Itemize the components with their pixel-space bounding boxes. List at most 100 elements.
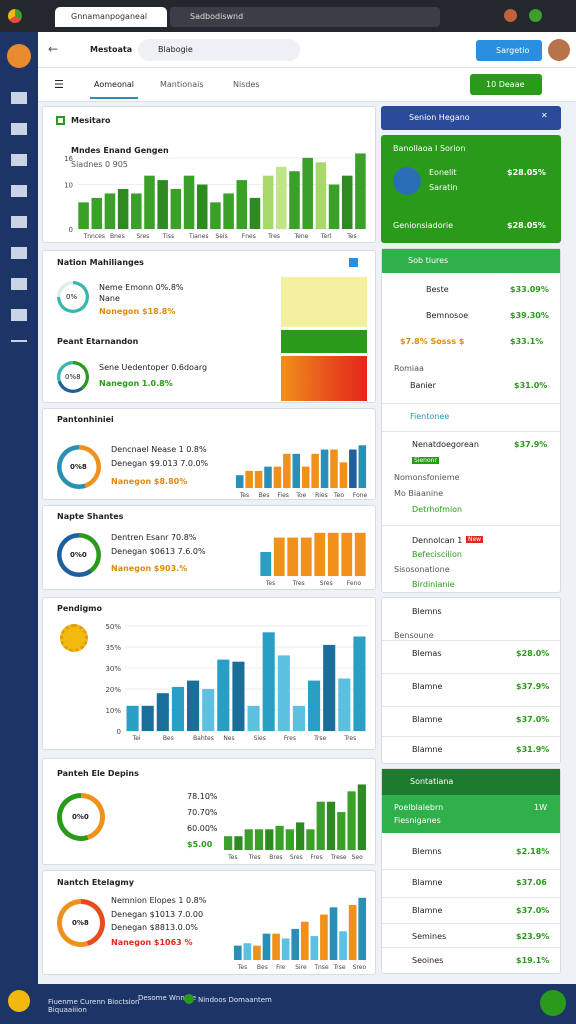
bar [353, 636, 366, 731]
x-tick-label: Tianes [188, 233, 208, 240]
tab[interactable]: Gnnamanpoganeal [55, 7, 167, 27]
list-row[interactable]: Blemas $28.0% [382, 640, 560, 664]
x-tick-label: Tes [239, 492, 249, 499]
footer-text: Fiuenme Curenn Bioctsion Biquaaiiion [48, 998, 140, 1014]
bar [329, 907, 338, 960]
list-row[interactable]: Dennolcan 1 New Befeciscilion Sisosonati… [382, 525, 560, 591]
button-label: 10 Deaae [486, 80, 525, 89]
tab[interactable]: Sadbodiswnd [170, 7, 440, 27]
x-tick-label: Fies [277, 492, 289, 499]
x-tick-label: Fre [276, 964, 285, 971]
list-row[interactable]: Blemns $2.18% [382, 839, 560, 863]
back[interactable]: ← [48, 42, 59, 56]
x-tick-label: Sres [136, 233, 149, 240]
tabs-row: ☰ Aomeonal Mantionais Nisdes 10 Deaae [38, 68, 576, 102]
list-row[interactable]: Blamne $37.0% [382, 897, 560, 921]
bar [264, 466, 272, 488]
x-tick-label: Tes [265, 580, 275, 587]
nav-tab[interactable]: Nisdes [233, 80, 260, 89]
action-button[interactable]: Sargetio [476, 40, 542, 61]
bar [157, 180, 168, 229]
close[interactable]: ✕ [541, 111, 548, 120]
x-tick-label: Fone [353, 492, 368, 499]
bar [91, 197, 103, 229]
donut-label: 0% [66, 293, 78, 301]
list-row[interactable]: $7.8% Sosss $ $33.1% [382, 329, 560, 353]
x-tick-label: Tres [343, 735, 356, 742]
y-tick-label: 0 [69, 226, 73, 234]
avatar[interactable] [504, 9, 517, 22]
x-tick-label: Trse [333, 964, 346, 971]
list-title: Fientonee [410, 412, 450, 421]
line: Denegan $8813.0.0% [111, 923, 198, 932]
stat: 60.00% [187, 824, 218, 833]
bar [254, 470, 263, 488]
bar [183, 175, 195, 229]
x-tick-label: Trse [313, 735, 326, 742]
bar [330, 449, 338, 488]
row-value: $31.0% [514, 381, 548, 390]
list-subheader: Poelblalebrn 1W Fiesniganes [382, 795, 560, 833]
address-box[interactable]: Blabogie [138, 39, 300, 61]
list-row[interactable]: Fientonee [382, 403, 560, 427]
bar [243, 943, 252, 960]
ext[interactable] [529, 9, 542, 22]
menu[interactable]: ☰ [54, 78, 64, 91]
list-row[interactable]: Semines $23.9% [382, 923, 560, 947]
help[interactable] [8, 990, 30, 1012]
action-label: Sargetio [496, 46, 530, 55]
bar [302, 157, 313, 229]
bar [126, 705, 139, 731]
chat-button[interactable] [540, 990, 566, 1016]
nav-tab[interactable]: Aomeonal [90, 80, 139, 99]
list-row[interactable]: Beste $33.09% [382, 277, 560, 301]
bar [287, 537, 299, 576]
card-title: Nantch Etelagmy [57, 878, 134, 887]
bar [339, 462, 348, 488]
bar [224, 836, 233, 850]
stat: $5.00 [187, 840, 213, 849]
badge[interactable] [349, 258, 358, 267]
sub2: Fiesniganes [394, 816, 441, 825]
list-row[interactable]: Nenatdoegorean $37.9% [382, 431, 560, 455]
bar [337, 812, 346, 850]
row-label: Semines [412, 932, 447, 941]
tab-title: Gnnamanpoganeal [71, 12, 148, 21]
list-row[interactable]: Blamne $37.9% [382, 673, 560, 697]
x-tick-label: Sire [295, 964, 307, 971]
list-row[interactable]: Seoines $19.1% [382, 947, 560, 971]
nav-tab[interactable]: Mantionais [160, 80, 204, 89]
y-tick-label: 50% [105, 623, 121, 631]
nav-icons[interactable] [11, 92, 27, 342]
line: Denegan $1013 7.0.00 [111, 910, 204, 919]
bar [327, 532, 339, 576]
profile[interactable] [7, 44, 31, 68]
donut-label: 0%0 [70, 551, 87, 559]
list-row[interactable]: Banier $31.0% [382, 373, 560, 397]
bar [323, 644, 336, 731]
bar [202, 689, 215, 731]
side-list: Blemns Bensoune Blemas $28.0% Blamne $37.9… [381, 597, 561, 764]
x-tick-label: Fnes [242, 233, 256, 240]
row-label: Banier [410, 381, 436, 390]
line: Nanegon $903.% [111, 564, 188, 573]
bar [196, 184, 208, 229]
x-tick-label: Sreo [353, 964, 367, 971]
list-row[interactable]: Blamne $37.06 [382, 869, 560, 893]
user-avatar[interactable] [548, 39, 570, 61]
list-row[interactable]: Blamne $31.9% [382, 736, 560, 760]
hero-icon [393, 167, 421, 195]
bar [291, 928, 300, 960]
primary-button[interactable]: 10 Deaae [470, 74, 542, 95]
card: Mesitaro Mndes Enand Gengen Siadnes 0 90… [42, 106, 376, 243]
bar [223, 193, 234, 229]
bar [348, 904, 357, 960]
bar [301, 466, 310, 488]
bar [338, 678, 351, 731]
bar [247, 705, 260, 731]
list-row[interactable]: Blamne $37.0% [382, 706, 560, 730]
hero-card: Banollaoa I Sorion Eonelit Saratin $28.0… [381, 135, 561, 243]
list-row[interactable]: Bemnosoe $39.30% [382, 303, 560, 327]
bar [289, 171, 300, 229]
